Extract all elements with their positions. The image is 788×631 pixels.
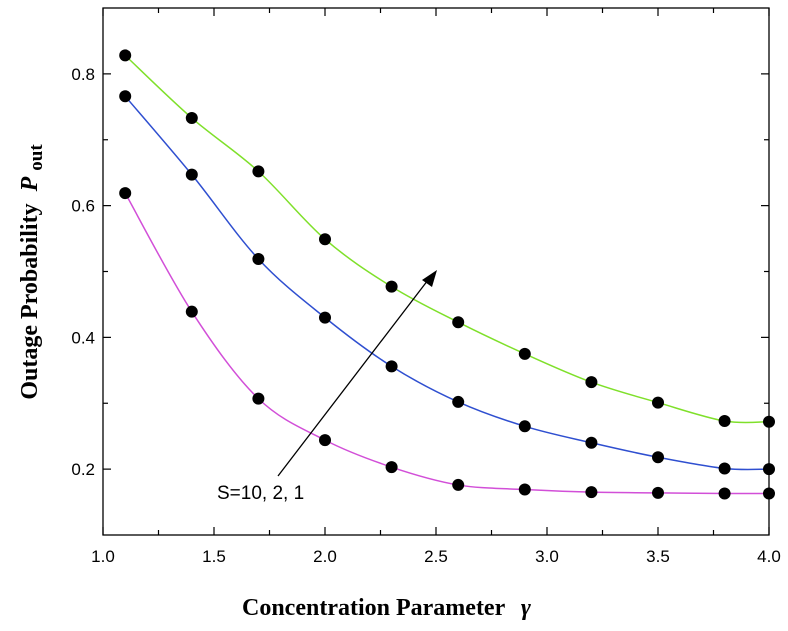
series-line-2 [124, 95, 770, 471]
x-tick-label: 2.5 [424, 547, 448, 566]
data-point [763, 463, 775, 476]
y-axis-label: Outage Probability [17, 203, 43, 399]
y-tick-label: 0.8 [71, 65, 95, 84]
data-point [452, 395, 465, 408]
data-point [119, 49, 132, 62]
x-tick-label: 4.0 [757, 547, 781, 566]
series-line-3 [124, 192, 770, 495]
data-point [252, 252, 265, 265]
data-point [119, 90, 132, 103]
x-tick-label: 1.5 [202, 547, 226, 566]
x-tick-label: 3.0 [535, 547, 559, 566]
series-line-1 [124, 54, 770, 424]
x-axis-title: Concentration Parameter γ [242, 595, 531, 621]
data-point [319, 434, 331, 447]
series-curves [124, 54, 770, 495]
trend-arrow [277, 270, 437, 477]
data-point [319, 311, 331, 324]
data-point [763, 415, 775, 428]
data-point [718, 415, 731, 428]
data-point [652, 486, 664, 499]
series-markers [119, 49, 775, 500]
data-point [252, 392, 265, 405]
data-point [452, 478, 465, 491]
axis-ticks: 1.0 1.5 2.0 2.5 3.0 3.5 4.0 0.2 0.4 0.6 0.8 [71, 8, 781, 566]
data-point [585, 436, 598, 449]
data-point [763, 487, 775, 500]
data-point [718, 462, 731, 475]
x-tick-label: 2.0 [313, 547, 337, 566]
x-tick-label: 1.0 [91, 547, 115, 566]
data-point [518, 483, 531, 496]
data-point [518, 347, 531, 360]
data-point [585, 486, 598, 499]
data-point [385, 461, 398, 474]
data-point [718, 487, 731, 500]
data-point [319, 233, 331, 246]
data-point [185, 168, 198, 181]
trend-arrow-head [422, 270, 437, 287]
x-tick-label: 3.5 [646, 547, 670, 566]
data-point [652, 451, 664, 464]
y-axis-title: Outage Probability P out [17, 144, 47, 400]
data-point [385, 360, 398, 373]
data-point [518, 420, 531, 433]
y-tick-label: 0.4 [71, 328, 95, 347]
y-axis-subscript: out [26, 144, 47, 171]
y-tick-label: 0.2 [71, 460, 95, 479]
data-point [185, 305, 198, 318]
trend-arrow-line [277, 279, 429, 477]
y-tick-label: 0.6 [71, 197, 95, 216]
series-annotation: S=10, 2, 1 [217, 483, 304, 504]
data-point [385, 280, 398, 293]
data-point [119, 187, 132, 200]
data-point [585, 376, 598, 389]
y-axis-symbol: P [17, 176, 43, 192]
data-point [652, 396, 664, 409]
data-point [185, 112, 198, 125]
data-point [452, 316, 465, 329]
x-axis-label: Concentration Parameter [242, 595, 506, 621]
x-axis-symbol: γ [521, 595, 531, 621]
data-point [252, 165, 265, 178]
